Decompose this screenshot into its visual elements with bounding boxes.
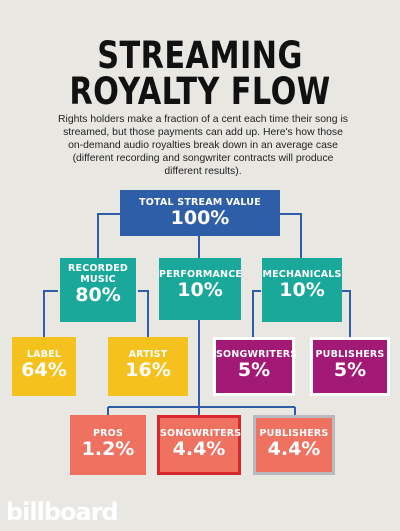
connector-recorded-artist [138, 290, 149, 337]
node-mechanicals-value: 10% [279, 279, 325, 301]
node-perf-songwriters-label: SONGWRITERS [160, 428, 242, 439]
billboard-logo: billboard [6, 498, 119, 526]
node-performance-value: 10% [177, 279, 223, 301]
node-mechanicals: MECHANICALS 10% [262, 258, 342, 322]
node-performance: PERFORMANCE 10% [159, 258, 243, 320]
node-mech-publishers-label: PUBLISHERS [315, 349, 385, 360]
node-recorded-label: RECORDED MUSIC [67, 263, 129, 285]
node-pros-value: 1.2% [81, 438, 135, 460]
node-mech-publishers-value: 5% [333, 359, 367, 381]
subtitle: Rights holders make a fraction of a cent… [58, 114, 348, 177]
node-recorded-music: RECORDED MUSIC 80% [60, 258, 136, 322]
node-mechanicals-label: MECHANICALS [262, 269, 342, 280]
node-performance-publishers: PUBLISHERS 4.4% [253, 415, 335, 475]
node-artist-value: 16% [125, 359, 171, 381]
node-mechanicals-publishers: PUBLISHERS 5% [310, 337, 390, 396]
node-perf-publishers-label: PUBLISHERS [259, 428, 329, 439]
node-label: LABEL 64% [12, 337, 76, 396]
node-mech-songwriters-label: SONGWRITERS [216, 349, 298, 360]
connector-recorded-label [43, 290, 58, 337]
node-mech-songwriters-value: 5% [237, 359, 271, 381]
node-mechanicals-songwriters: SONGWRITERS 5% [213, 337, 298, 396]
connector-mech-songwriters [252, 290, 261, 337]
node-artist: ARTIST 16% [108, 337, 188, 396]
node-perf-songwriters-value: 4.4% [172, 438, 226, 460]
node-pros: PROS 1.2% [70, 415, 146, 475]
node-performance-label: PERFORMANCE [159, 269, 243, 280]
connector-total-recorded [97, 213, 120, 258]
title-line-2: ROYALTY FLOW [69, 70, 331, 113]
node-artist-label: ARTIST [128, 349, 168, 360]
connector-total-mechanicals [279, 213, 302, 258]
node-recorded-value: 80% [75, 284, 121, 306]
node-performance-songwriters: SONGWRITERS 4.4% [157, 415, 241, 475]
node-label-label: LABEL [26, 349, 62, 360]
connector-mech-publishers [341, 290, 351, 337]
node-label-value: 64% [21, 359, 67, 381]
node-pros-label: PROS [93, 428, 123, 439]
title-line-1: STREAMING [97, 34, 303, 77]
node-perf-publishers-value: 4.4% [267, 438, 321, 460]
node-total-label: TOTAL STREAM VALUE [139, 197, 261, 208]
node-total-value: 100% [170, 207, 230, 229]
node-total-stream-value: TOTAL STREAM VALUE 100% [120, 190, 280, 236]
